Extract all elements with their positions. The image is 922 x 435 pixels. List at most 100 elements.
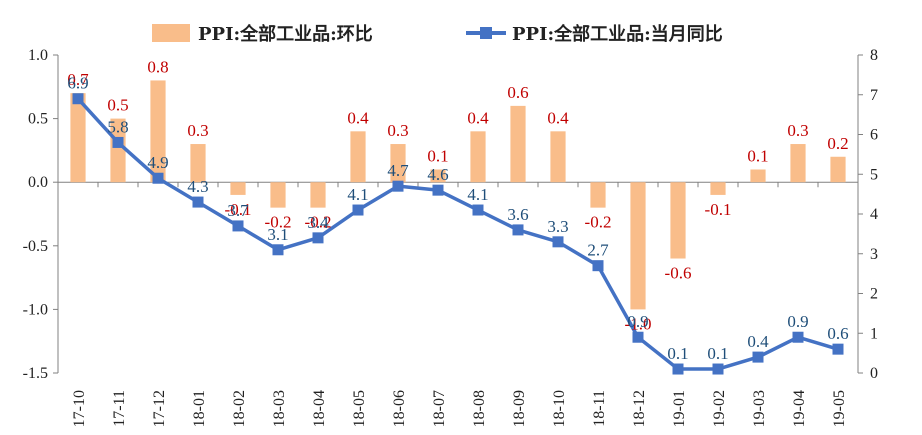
legend-bar-label: PPI:全部工业品:环比 (198, 23, 373, 45)
x-tick-label: 19-03 (751, 390, 768, 427)
line-value-label: 4.7 (387, 161, 409, 180)
line-value-label: 3.1 (267, 225, 288, 244)
line-path (76, 97, 839, 371)
right-tick-label: 8 (870, 47, 878, 64)
line-value-label: 3.7 (227, 201, 249, 220)
line-value-label: 3.6 (507, 205, 528, 224)
line-value-label: 4.3 (187, 177, 208, 196)
bar-value-label: 0.4 (347, 108, 369, 127)
bar-value-label: 0.3 (187, 121, 208, 140)
bar (550, 131, 566, 183)
bar (790, 144, 806, 183)
line-marker (552, 236, 564, 248)
bar (710, 182, 726, 195)
left-tick-label: -0.5 (23, 238, 48, 255)
bar (750, 169, 766, 183)
line-value-label: 0.9 (627, 312, 648, 331)
line-marker (352, 204, 364, 216)
line-value-label: 2.7 (587, 241, 609, 260)
bar-value-label: 0.8 (147, 57, 168, 76)
right-tick-label: 2 (870, 286, 878, 303)
line-marker (432, 184, 444, 196)
line-value-label: 5.8 (107, 117, 128, 136)
x-tick-label: 18-04 (311, 390, 328, 427)
bar-value-label: 0.6 (507, 83, 528, 102)
right-tick-label: 3 (870, 246, 878, 263)
legend-line-label: PPI:全部工业品:当月同比 (512, 23, 723, 45)
x-tick-label: 18-01 (191, 390, 208, 427)
bar-value-label: 0.3 (387, 121, 408, 140)
bar-series (70, 80, 846, 310)
x-tick-label: 19-01 (671, 390, 688, 427)
bar (470, 131, 486, 183)
right-tick-label: 6 (870, 127, 878, 144)
x-tick-label: 17-10 (71, 390, 88, 427)
x-tick-label: 18-05 (351, 390, 368, 427)
line-marker (792, 331, 804, 343)
line-marker (832, 343, 844, 355)
bar-value-label: -0.2 (265, 213, 292, 232)
line-marker (72, 93, 84, 105)
line-value-label: 0.1 (667, 344, 688, 363)
line-marker (152, 172, 164, 184)
bar-value-label: 0.7 (67, 70, 89, 89)
line-value-label: 6.9 (67, 74, 88, 93)
bar (270, 182, 286, 208)
line-value-label: 0.9 (787, 312, 808, 331)
left-tick-label: -1.5 (23, 365, 48, 382)
line-value-label: 4.9 (147, 153, 168, 172)
line-series (72, 93, 844, 375)
right-tick-label: 0 (870, 365, 878, 382)
bar-value-label: -0.2 (585, 213, 612, 232)
line-marker (192, 196, 204, 208)
legend: PPI:全部工业品:环比 PPI:全部工业品:当月同比 (152, 23, 723, 45)
line-marker (672, 363, 684, 375)
line-marker (712, 363, 724, 375)
line-marker (472, 204, 484, 216)
x-tick-label: 19-05 (831, 390, 848, 427)
bar (630, 182, 646, 310)
data-labels: 0.7 0.5 0.8 0.3 -0.1 -0.2 -0.2 0.4 0.3 0.1 0.4 0.6 0… (67, 57, 848, 363)
line-marker (592, 260, 604, 272)
bar-value-label: 0.1 (427, 146, 448, 165)
bar-value-label: -0.6 (665, 264, 692, 283)
bar (430, 169, 446, 183)
left-tick-label: 0.0 (28, 174, 48, 191)
x-tick-label: 18-09 (511, 390, 528, 427)
left-tick-label: 0.5 (28, 111, 48, 128)
line-marker (752, 351, 764, 363)
bar (350, 131, 366, 183)
line-value-label: 3.3 (547, 217, 568, 236)
x-tick-label: 18-11 (591, 390, 608, 427)
bar (670, 182, 686, 259)
bar-value-label: -0.1 (225, 200, 252, 219)
line-value-label: 4.6 (427, 165, 448, 184)
line-value-label: 0.1 (707, 344, 728, 363)
line-value-label: 4.1 (347, 185, 368, 204)
bar-value-label: -1.0 (625, 314, 652, 333)
bar (590, 182, 606, 208)
line-marker (632, 331, 644, 343)
x-tick-label: 18-12 (631, 390, 648, 427)
bar (510, 105, 526, 183)
x-tick-label: 19-02 (711, 390, 728, 427)
right-tick-label: 7 (870, 87, 878, 104)
bar (310, 182, 326, 208)
right-tick-label: 4 (870, 206, 878, 223)
legend-line-marker (480, 27, 492, 39)
bar-value-label: 0.1 (747, 146, 768, 165)
bar-value-label: -0.2 (305, 213, 332, 232)
x-tick-label: 18-08 (471, 390, 488, 427)
bar (70, 93, 86, 183)
bar (390, 144, 406, 183)
line-value-label: 0.6 (827, 324, 848, 343)
left-tick-label: 1.0 (28, 47, 48, 64)
x-tick-label: 17-12 (151, 390, 168, 427)
legend-bar-swatch (152, 24, 190, 42)
bar (830, 156, 846, 183)
bar (150, 80, 166, 183)
bar-value-label: 0.4 (547, 108, 569, 127)
line-value-label: 4.1 (467, 185, 488, 204)
x-tick-label: 19-04 (791, 390, 808, 427)
